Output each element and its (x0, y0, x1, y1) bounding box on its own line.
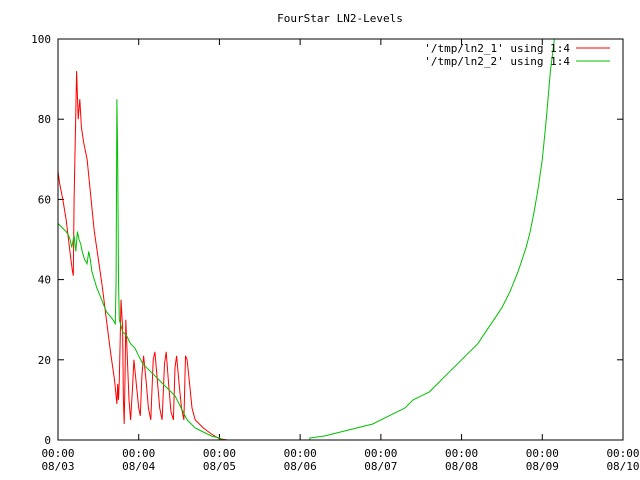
series-line-2 (57, 38, 555, 441)
x-tick-label-date: 08/03 (41, 460, 74, 473)
x-tick-label-date: 08/08 (445, 460, 478, 473)
y-tick-label: 20 (38, 354, 51, 367)
y-tick-label: 40 (38, 274, 51, 287)
y-axis: 0 20 40 60 80 100 (31, 33, 623, 447)
x-tick-label-time: 00:00 (203, 447, 236, 460)
plot-lines (57, 38, 555, 441)
chart-title: FourStar LN2-Levels (277, 12, 403, 25)
series-line-1 (57, 71, 228, 441)
x-tick-label-time: 00:00 (445, 447, 478, 460)
x-tick-label-date: 08/10 (606, 460, 639, 473)
x-tick-label-time: 00:00 (41, 447, 74, 460)
legend-label-2: '/tmp/ln2_2' using 1:4 (424, 55, 570, 68)
legend-label-1: '/tmp/ln2_1' using 1:4 (424, 42, 570, 55)
y-tick-label: 100 (31, 33, 51, 46)
x-axis: 00:0008/0300:0008/0400:0008/0500:0008/06… (41, 39, 640, 473)
x-tick-label-date: 08/05 (203, 460, 236, 473)
x-tick-label-date: 08/07 (364, 460, 397, 473)
x-tick-label-time: 00:00 (364, 447, 397, 460)
x-tick-label-date: 08/06 (284, 460, 317, 473)
plot-frame (57, 38, 624, 441)
x-tick-label-time: 00:00 (526, 447, 559, 460)
x-tick-label-time: 00:00 (606, 447, 639, 460)
y-tick-label: 0 (44, 434, 51, 447)
x-tick-label-date: 08/04 (122, 460, 155, 473)
legend: '/tmp/ln2_1' using 1:4'/tmp/ln2_2' using… (424, 42, 610, 68)
y-tick-label: 60 (38, 193, 51, 206)
x-tick-label-date: 08/09 (526, 460, 559, 473)
x-tick-label-time: 00:00 (122, 447, 155, 460)
y-tick-label: 80 (38, 113, 51, 126)
x-tick-label-time: 00:00 (284, 447, 317, 460)
